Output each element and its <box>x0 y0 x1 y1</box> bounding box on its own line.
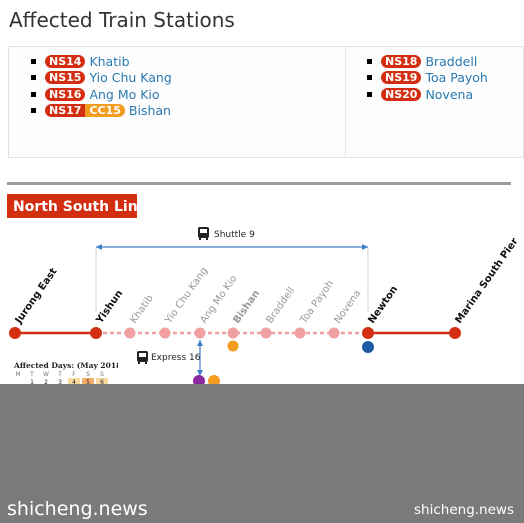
station-code-badge: NS18 <box>381 54 422 68</box>
footer-band <box>0 384 524 523</box>
station-list-item: NS15 Yio Chu Kang <box>31 70 172 87</box>
column-divider <box>345 47 346 157</box>
calendar-highlight <box>96 378 108 384</box>
station-code-badge: NS20 <box>381 87 422 101</box>
calendar-title: Affected Days: (May 2018) <box>13 361 118 370</box>
calendar-cell: S <box>100 371 104 378</box>
section-rule <box>7 182 511 185</box>
station-dot <box>449 327 461 339</box>
bus-icon <box>137 351 148 364</box>
bullet-icon <box>31 75 36 81</box>
station-list-item: NS20 Novena <box>367 86 488 103</box>
express-arrow-up <box>197 340 203 346</box>
station-code-badge: NS19 <box>381 71 422 85</box>
line-map: North South Line Shuttle 9 <box>0 178 524 384</box>
calendar-highlight <box>68 378 80 384</box>
station-label: Khatib <box>128 293 155 326</box>
calendar-cell: T <box>57 371 62 378</box>
station-label: Marina South Pier <box>453 236 520 325</box>
affected-stations-panel: NS14 Khatib NS15 Yio Chu Kang NS16 Ang Mo Kio… <box>8 46 524 158</box>
bus-icon <box>198 227 209 240</box>
station-list-left: NS14 Khatib NS15 Yio Chu Kang NS16 Ang Mo Kio… <box>31 53 172 119</box>
bullet-icon <box>31 91 36 97</box>
station-dot <box>159 327 171 339</box>
ccl-serangoon-marker <box>208 375 220 384</box>
station-label: Jurong East <box>13 266 60 326</box>
station-label: Newton <box>366 284 400 326</box>
calendar-cell: 6 <box>100 379 104 384</box>
station-code-badge: CC15 <box>85 104 125 118</box>
station-dot <box>9 327 21 339</box>
station-label: Yishun <box>94 288 125 326</box>
bullet-icon <box>367 75 372 81</box>
calendar-cell: 5 <box>86 379 90 384</box>
watermark-right: shicheng.news <box>414 502 514 518</box>
page-title: Affected Train Stations <box>9 8 235 32</box>
station-list-right: NS18 Braddell NS19 Toa Payoh NS20 Novena <box>367 53 488 103</box>
station-dot <box>260 327 272 339</box>
express-arrow-down <box>197 370 203 376</box>
station-list-item: NS19 Toa Payoh <box>367 70 488 87</box>
calendar-cell: S <box>86 371 90 378</box>
station-label: Bishan <box>231 288 262 325</box>
bullet-icon <box>367 58 372 64</box>
station-code-badge: NS15 <box>45 71 86 85</box>
bullet-icon <box>31 58 36 64</box>
station-link[interactable]: Novena <box>425 86 474 102</box>
footer-band-patch <box>0 384 224 400</box>
calendar-cell: M <box>15 371 20 378</box>
station-dot <box>227 327 239 339</box>
station-list-item: NS14 Khatib <box>31 53 172 70</box>
station-dot <box>90 327 102 339</box>
station-link[interactable]: Khatib <box>89 53 130 69</box>
calendar-cell: 4 <box>72 379 76 384</box>
dtl-interchange-marker <box>362 341 374 353</box>
station-list-item: NS16 Ang Mo Kio <box>31 86 172 103</box>
bullet-icon <box>367 91 372 97</box>
express-label: Express 16 <box>151 353 201 363</box>
station-code-badge: NS17 <box>45 104 86 118</box>
station-dot <box>328 327 340 339</box>
line-name-banner <box>7 194 137 218</box>
calendar-cell: W <box>43 371 49 378</box>
station-dot <box>124 327 136 339</box>
station-label: Toa Payoh <box>298 279 336 327</box>
calendar-cell: 3 <box>58 379 62 384</box>
affected-days-calendar: Affected Days: (May 2018) M T W T F S S 1 2 3 4 5 6 <box>6 358 118 384</box>
line-map-svg: North South Line Shuttle 9 <box>7 182 521 384</box>
calendar-cell: T <box>29 371 34 378</box>
watermark-left: shicheng.news <box>7 498 148 520</box>
station-code-badge: NS14 <box>45 54 86 68</box>
station-code-badge: NS16 <box>45 87 86 101</box>
station-list-item: NS18 Braddell <box>367 53 488 70</box>
calendar-svg: Affected Days: (May 2018) M T W T F S S 1 2 3 4 5 6 <box>13 361 118 384</box>
calendar-cell: 2 <box>44 379 48 384</box>
bullet-icon <box>31 108 36 114</box>
station-link[interactable]: Yio Chu Kang <box>89 70 172 86</box>
station-list-item: NS17 CC15 Bishan <box>31 103 172 120</box>
shuttle-label: Shuttle 9 <box>214 230 255 240</box>
line-name-text: North South Line <box>13 199 147 215</box>
station-link[interactable]: Ang Mo Kio <box>89 86 160 102</box>
nel-interchange-marker <box>193 375 205 384</box>
station-label: Braddell <box>264 285 297 325</box>
station-link[interactable]: Bishan <box>128 103 171 119</box>
ccl-interchange-marker <box>227 340 239 352</box>
calendar-highlight <box>82 378 94 384</box>
station-dot <box>362 327 374 339</box>
shuttle-bracket <box>95 244 369 312</box>
calendar-cell: 1 <box>30 379 34 384</box>
station-link[interactable]: Braddell <box>425 53 478 69</box>
station-dots <box>9 327 461 339</box>
station-link[interactable]: Toa Payoh <box>425 70 488 86</box>
station-dot <box>294 327 306 339</box>
calendar-cells: M T W T F S S 1 2 3 4 5 6 <box>15 371 108 384</box>
calendar-cell: F <box>72 371 76 378</box>
station-label: Novena <box>332 288 363 326</box>
station-dot <box>194 327 206 339</box>
